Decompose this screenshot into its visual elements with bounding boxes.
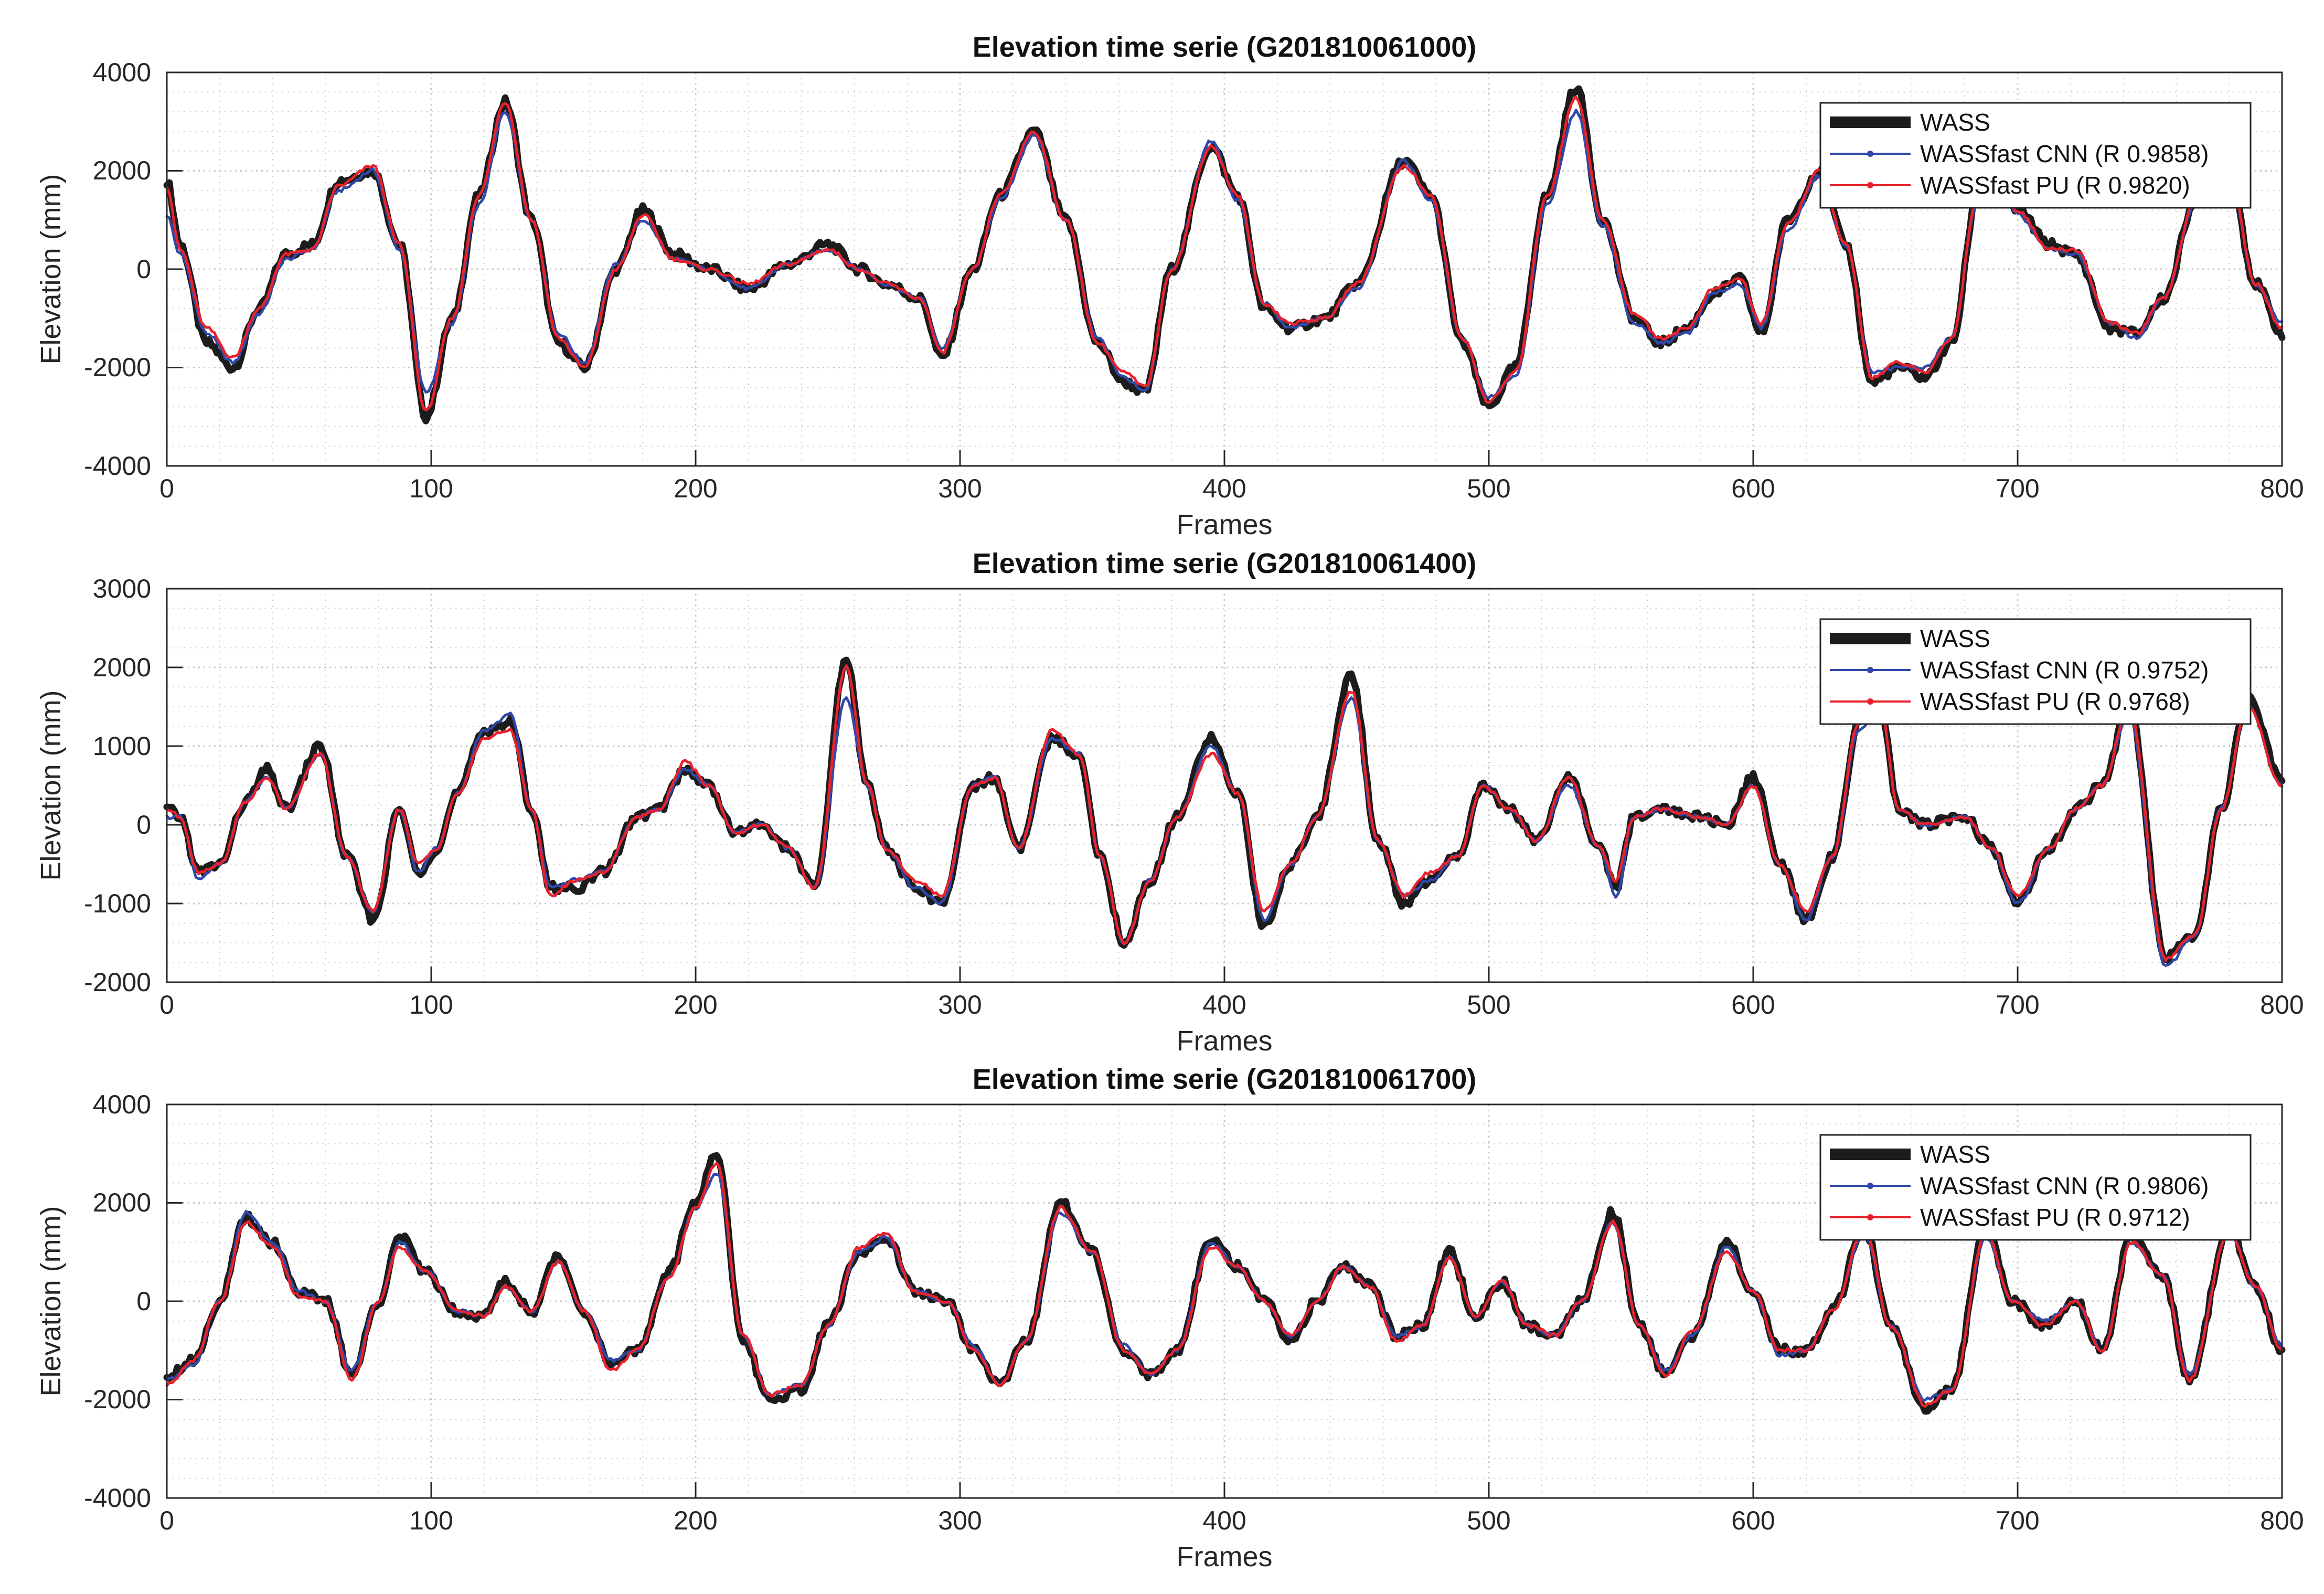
- x-tick-label: 400: [1202, 1506, 1246, 1535]
- legend-label-cnn: WASSfast CNN (R 0.9858): [1920, 140, 2209, 167]
- y-tick-label: -2000: [84, 353, 151, 382]
- y-axis-label: Elevation (mm): [35, 1206, 67, 1396]
- x-tick-label: 300: [938, 990, 982, 1019]
- legend-marker-cnn: [1867, 151, 1873, 157]
- x-tick-label: 300: [938, 1506, 982, 1535]
- y-tick-label: 2000: [93, 156, 151, 185]
- legend-3: WASS WASSfast CNN (R 0.9806) WASSfast PU…: [1819, 1134, 2252, 1241]
- x-tick-label: 600: [1731, 990, 1775, 1019]
- y-tick-label: -2000: [84, 968, 151, 997]
- legend-marker-pu: [1867, 1214, 1873, 1220]
- x-tick-label: 700: [1996, 990, 2039, 1019]
- x-tick-label: 0: [159, 474, 174, 503]
- ticks-2: 0 100 200 300 400 500 600 700 800 -2000 …: [84, 574, 2304, 1019]
- axes-box-2: [166, 588, 2283, 983]
- x-tick-label: 400: [1202, 474, 1246, 503]
- x-tick-label: 0: [159, 990, 174, 1019]
- x-tick-label: 100: [409, 1506, 453, 1535]
- axes-box-3: [166, 1103, 2283, 1499]
- x-tick-label: 700: [1996, 474, 2039, 503]
- legend-label-pu: WASSfast PU (R 0.9712): [1920, 1204, 2190, 1231]
- y-tick-label: 2000: [93, 1188, 151, 1217]
- legend-label-pu: WASSfast PU (R 0.9820): [1920, 172, 2190, 199]
- x-tick-label: 0: [159, 1506, 174, 1535]
- panel-2: 0 100 200 300 400 500 600 700 800 -2000 …: [35, 548, 2304, 1057]
- y-axis-label: Elevation (mm): [35, 690, 67, 880]
- data-lines-3: [163, 1152, 2286, 1415]
- y-tick-label: -4000: [84, 451, 151, 481]
- x-tick-label: 600: [1731, 474, 1775, 503]
- axes-box-1: [166, 71, 2283, 467]
- x-tick-label: 500: [1467, 474, 1510, 503]
- y-tick-label: 0: [136, 1287, 151, 1316]
- x-tick-label: 700: [1996, 1506, 2039, 1535]
- y-axis-label: Elevation (mm): [35, 174, 67, 364]
- x-tick-label: 300: [938, 474, 982, 503]
- y-tick-label: 0: [136, 810, 151, 839]
- legend-marker-pu: [1867, 182, 1873, 188]
- legend-1: WASS WASSfast CNN (R 0.9858) WASSfast PU…: [1819, 102, 2252, 209]
- y-tick-label: 0: [136, 254, 151, 284]
- legend-label-pu: WASSfast PU (R 0.9768): [1920, 688, 2190, 715]
- y-tick-label: -4000: [84, 1483, 151, 1513]
- ticks-1: 0 100 200 300 400 500 600 700 800 -4000 …: [84, 58, 2304, 503]
- x-tick-label: 600: [1731, 1506, 1775, 1535]
- chart-title: Elevation time serie (G201810061000): [973, 31, 1477, 63]
- y-tick-label: 4000: [93, 1090, 151, 1119]
- legend-label-cnn: WASSfast CNN (R 0.9806): [1920, 1172, 2209, 1199]
- x-tick-label: 100: [409, 990, 453, 1019]
- chart-title: Elevation time serie (G201810061700): [973, 1064, 1477, 1095]
- grid-3: [166, 1103, 2283, 1499]
- ticks-3: 0 100 200 300 400 500 600 700 800 -4000 …: [84, 1090, 2304, 1535]
- y-tick-label: 4000: [93, 58, 151, 87]
- x-axis-label: Frames: [1176, 1025, 1272, 1057]
- x-tick-label: 500: [1467, 1506, 1510, 1535]
- legend-marker-cnn: [1867, 667, 1873, 673]
- x-tick-label: 800: [2260, 474, 2304, 503]
- chart-title: Elevation time serie (G201810061400): [973, 548, 1477, 579]
- x-axis-label: Frames: [1176, 1541, 1272, 1572]
- series-line-wassfast-pu: [165, 95, 2284, 412]
- legend-label-wass: WASS: [1920, 625, 1990, 652]
- y-tick-label: 1000: [93, 731, 151, 761]
- x-tick-label: 200: [674, 474, 717, 503]
- y-tick-label: 3000: [93, 574, 151, 603]
- x-axis-label: Frames: [1176, 509, 1272, 540]
- legend-label-cnn: WASSfast CNN (R 0.9752): [1920, 656, 2209, 684]
- x-tick-label: 200: [674, 1506, 717, 1535]
- data-lines-1: [163, 85, 2286, 424]
- panel-1: 0 100 200 300 400 500 600 700 800 -4000 …: [35, 31, 2304, 540]
- legend-label-wass: WASS: [1920, 1141, 1990, 1168]
- panel-3: 0 100 200 300 400 500 600 700 800 -4000 …: [35, 1064, 2304, 1572]
- x-tick-label: 800: [2260, 990, 2304, 1019]
- series-line-wassfast-pu: [165, 1162, 2284, 1408]
- data-lines-2: [163, 656, 2286, 967]
- legend-marker-pu: [1867, 698, 1873, 705]
- y-tick-label: -1000: [84, 889, 151, 918]
- y-tick-label: -2000: [84, 1385, 151, 1414]
- legend-marker-cnn: [1867, 1183, 1873, 1189]
- legend-label-wass: WASS: [1920, 109, 1990, 136]
- x-tick-label: 400: [1202, 990, 1246, 1019]
- x-tick-label: 800: [2260, 1506, 2304, 1535]
- x-tick-label: 100: [409, 474, 453, 503]
- x-tick-label: 500: [1467, 990, 1510, 1019]
- series-line-wassfast-pu: [165, 664, 2284, 962]
- y-tick-label: 2000: [93, 653, 151, 682]
- x-tick-label: 200: [674, 990, 717, 1019]
- legend-2: WASS WASSfast CNN (R 0.9752) WASSfast PU…: [1819, 618, 2252, 725]
